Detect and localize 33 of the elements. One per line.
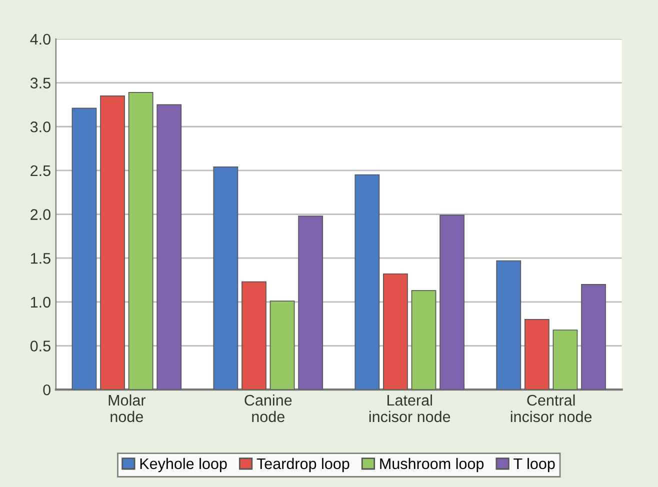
bar <box>100 96 125 390</box>
bar <box>72 108 97 390</box>
bar <box>383 273 408 390</box>
bar <box>128 92 154 390</box>
bar <box>354 174 380 390</box>
y-tick-label: 3.0 <box>30 121 50 132</box>
x-tick-label: Lateral incisor node <box>369 394 450 422</box>
y-tick-label: 2.5 <box>30 165 50 176</box>
bar <box>298 216 324 390</box>
legend-label: Keyhole loop <box>140 458 227 472</box>
bar <box>524 319 550 390</box>
bar <box>581 284 606 390</box>
y-tick-label: 2.0 <box>30 209 50 220</box>
bar <box>242 281 266 390</box>
bar <box>440 214 464 390</box>
legend-label: Mushroom loop <box>380 458 484 472</box>
x-tick-label: Molar node <box>108 394 146 422</box>
bar <box>496 260 522 390</box>
y-tick-label: 4.0 <box>30 34 50 45</box>
bar <box>411 290 436 390</box>
y-tick-label: 1.5 <box>31 253 50 264</box>
bar <box>213 166 238 390</box>
y-tick-label: 0 <box>43 384 50 396</box>
x-tick-label: Canine node <box>244 394 292 422</box>
bar <box>156 104 182 390</box>
y-tick-label: 3.5 <box>30 78 50 88</box>
y-tick-label: 1.0 <box>31 296 50 308</box>
y-tick-label: 0.5 <box>30 340 50 352</box>
legend-label: Teardrop loop <box>256 458 350 472</box>
bar <box>270 300 295 390</box>
bar <box>552 330 578 390</box>
legend-label: T loop <box>514 458 555 472</box>
x-tick-label: Central incisor node <box>510 394 592 422</box>
